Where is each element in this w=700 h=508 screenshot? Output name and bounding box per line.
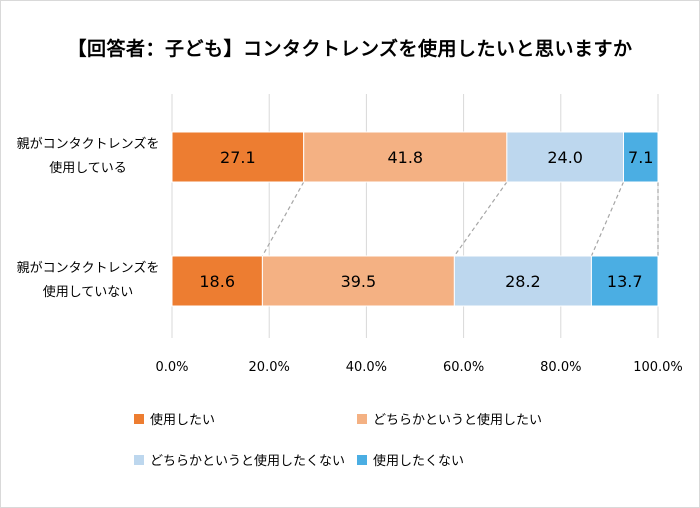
legend-swatch-series-1	[357, 413, 367, 424]
legend-item-series-3: 使用したくない	[357, 450, 464, 469]
series-line-2	[590, 181, 625, 257]
data-label-0-3: 7.1	[628, 148, 653, 167]
legend-label-series-1: どちらかというと使用したい	[373, 413, 543, 428]
bar-1-2	[453, 255, 592, 307]
bar-1-0	[171, 255, 263, 307]
data-label-0-1: 41.8	[387, 148, 423, 167]
data-label-0-2: 24.0	[547, 148, 583, 167]
legend-swatch-series-3	[357, 454, 367, 465]
data-label-1-3: 13.7	[607, 272, 643, 291]
x-tick-label-4: 80.0%	[540, 360, 581, 375]
series-line-1	[453, 181, 508, 257]
legend-swatch-series-0	[134, 413, 144, 424]
x-tick-label-3: 60.0%	[443, 360, 484, 375]
legend-item-series-2: どちらかというと使用したくない	[134, 450, 345, 469]
category-label-0-0: 親がコンタクトレンズを	[17, 136, 160, 152]
series-line-0	[261, 181, 305, 257]
bar-1-3	[590, 255, 659, 307]
legend-item-series-1: どちらかというと使用したい	[357, 409, 542, 428]
legend-label-series-3: 使用したくない	[373, 454, 465, 469]
bar-0-3	[622, 131, 659, 183]
category-label-1-0: 親がコンタクトレンズを	[17, 260, 160, 276]
category-label-0-1: 使用している	[49, 160, 127, 176]
data-label-1-2: 28.2	[505, 272, 541, 291]
x-tick-label-0: 0.0%	[155, 360, 188, 375]
data-label-1-0: 18.6	[199, 272, 235, 291]
bar-1-1	[261, 255, 455, 307]
legend-label-series-2: どちらかというと使用したくない	[150, 454, 346, 469]
chart-title: 【回答者：子ども】コンタクトレンズを使用したいと思いますか	[67, 38, 633, 60]
data-label-0-0: 27.1	[220, 148, 256, 167]
legend-item-series-0: 使用したい	[134, 409, 215, 428]
legend-swatch-series-2	[134, 454, 144, 465]
x-tick-label-5: 100.0%	[633, 360, 683, 375]
data-label-1-1: 39.5	[341, 272, 377, 291]
legend-label-series-0: 使用したい	[150, 413, 216, 428]
bar-0-0	[171, 131, 305, 183]
x-tick-label-2: 40.0%	[346, 360, 387, 375]
x-tick-label-1: 20.0%	[249, 360, 290, 375]
category-label-1-1: 使用していない	[43, 284, 134, 300]
